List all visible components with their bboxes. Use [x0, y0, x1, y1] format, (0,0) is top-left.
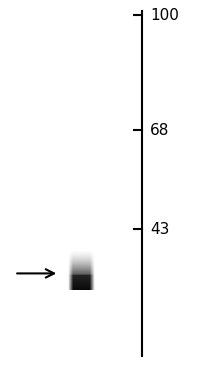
- Text: 43: 43: [150, 222, 169, 237]
- Text: 68: 68: [150, 123, 169, 138]
- Text: 100: 100: [150, 8, 179, 23]
